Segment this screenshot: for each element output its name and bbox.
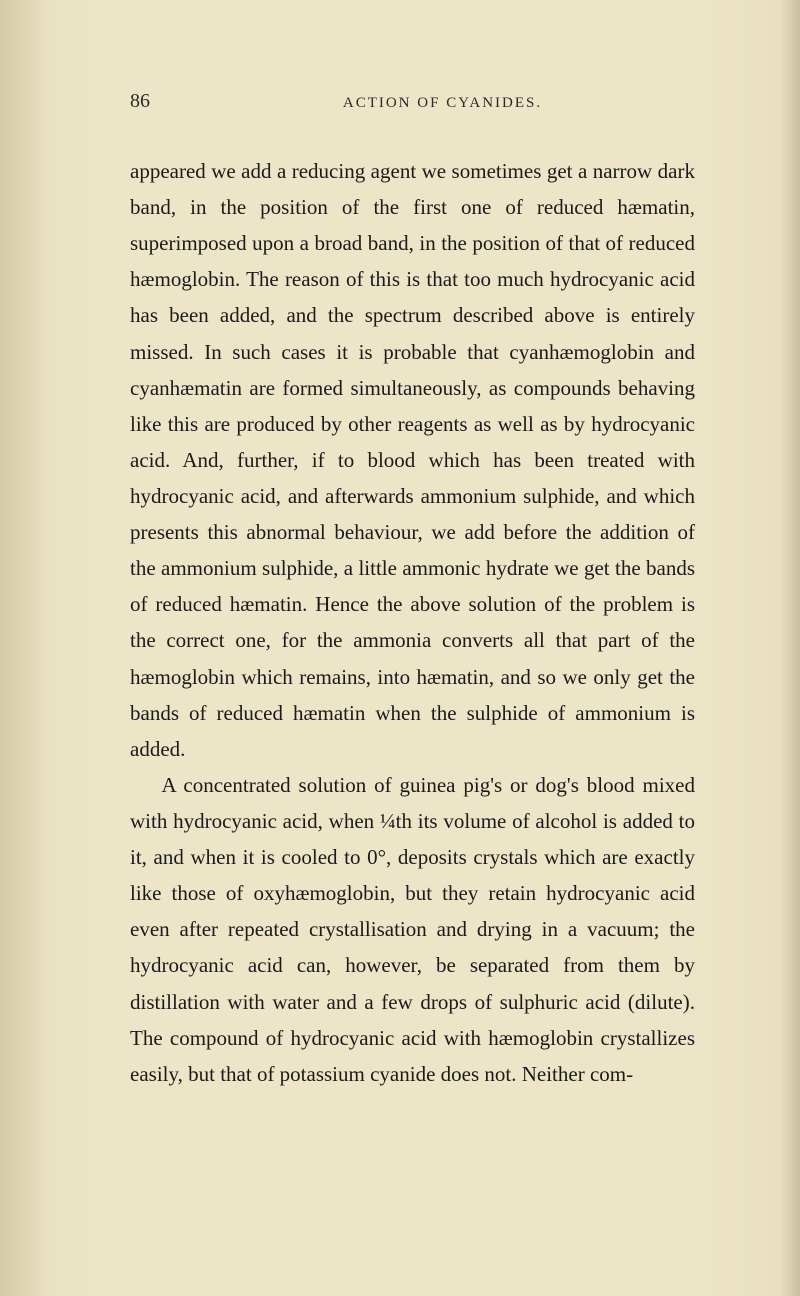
paragraph-2: A concentrated solution of guinea pig's … (130, 767, 695, 1092)
body-text: appeared we add a reducing agent we some… (130, 153, 695, 1092)
running-head: ACTION OF CYANIDES. (210, 95, 675, 112)
page-header: 86 ACTION OF CYANIDES. (130, 90, 695, 113)
book-page: 86 ACTION OF CYANIDES. appeared we add a… (0, 0, 800, 1296)
paragraph-1: appeared we add a reducing agent we some… (130, 153, 695, 767)
page-number: 86 (130, 90, 150, 113)
